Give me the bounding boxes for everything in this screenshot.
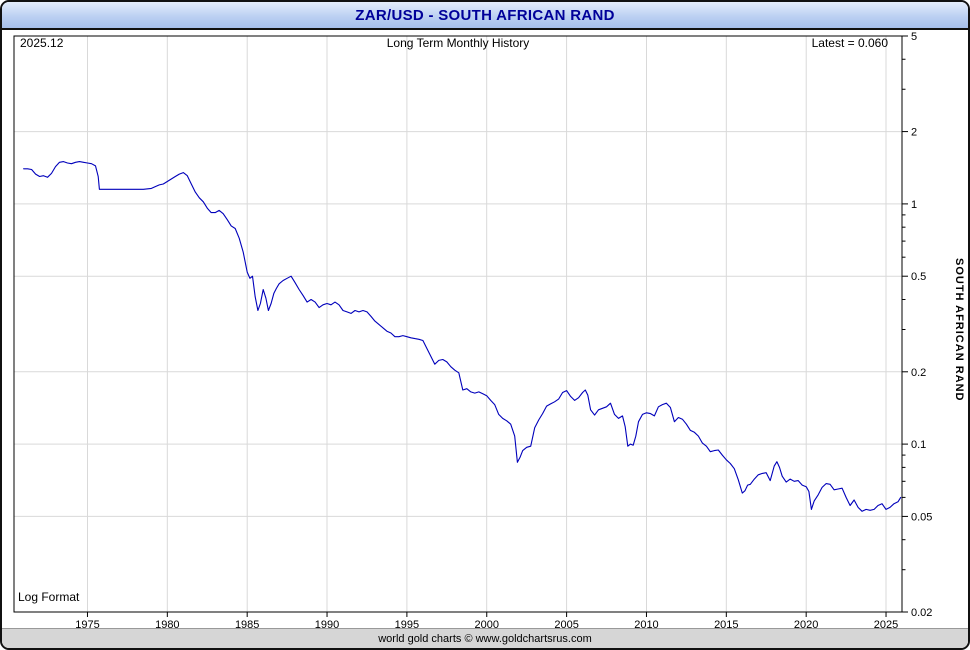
log-format-label: Log Format [18,590,80,604]
footer-credit: world gold charts © www.goldchartsrus.co… [378,633,592,645]
y-tick-label: 0.02 [911,607,932,619]
x-tick-label: 2015 [714,619,738,628]
chart-region: 5 2 1 0.5 0.2 0.1 0.05 0.02 1975 1980 1985 1990 1995… [2,30,968,628]
x-tick-label: 2005 [554,619,578,628]
subtitle-label: Long Term Monthly History [386,36,530,50]
chart-title: ZAR/USD - SOUTH AFRICAN RAND [355,6,615,24]
x-tick-label: 2025 [874,619,898,628]
footer: world gold charts © www.goldchartsrus.co… [2,628,968,648]
x-tick-label: 2000 [475,619,499,628]
x-tick-label: 2010 [634,619,658,628]
y-tick-label: 1 [911,199,917,211]
price-chart: 5 2 1 0.5 0.2 0.1 0.05 0.02 1975 1980 1985 1990 1995… [13,31,932,628]
y-tick-label: 0.2 [911,367,926,379]
y-tick-label: 5 [911,31,917,43]
x-tick-label: 1975 [75,619,99,628]
date-label: 2025.12 [20,36,64,50]
x-tick-label: 1995 [395,619,419,628]
x-tick-label: 1980 [155,619,179,628]
x-tick-label: 1990 [315,619,339,628]
y-tick-label: 0.5 [911,271,926,283]
y-axis-title: SOUTH AFRICAN RAND [953,258,965,402]
price-line [23,161,902,512]
latest-value-label: Latest = 0.060 [811,36,888,50]
y-tick-label: 2 [911,127,917,139]
y-tick-label: 0.1 [911,439,926,451]
x-tick-label: 1985 [235,619,259,628]
x-tick-label: 2020 [794,619,818,628]
y-tick-label: 0.05 [911,511,932,523]
title-bar: ZAR/USD - SOUTH AFRICAN RAND [2,2,968,30]
